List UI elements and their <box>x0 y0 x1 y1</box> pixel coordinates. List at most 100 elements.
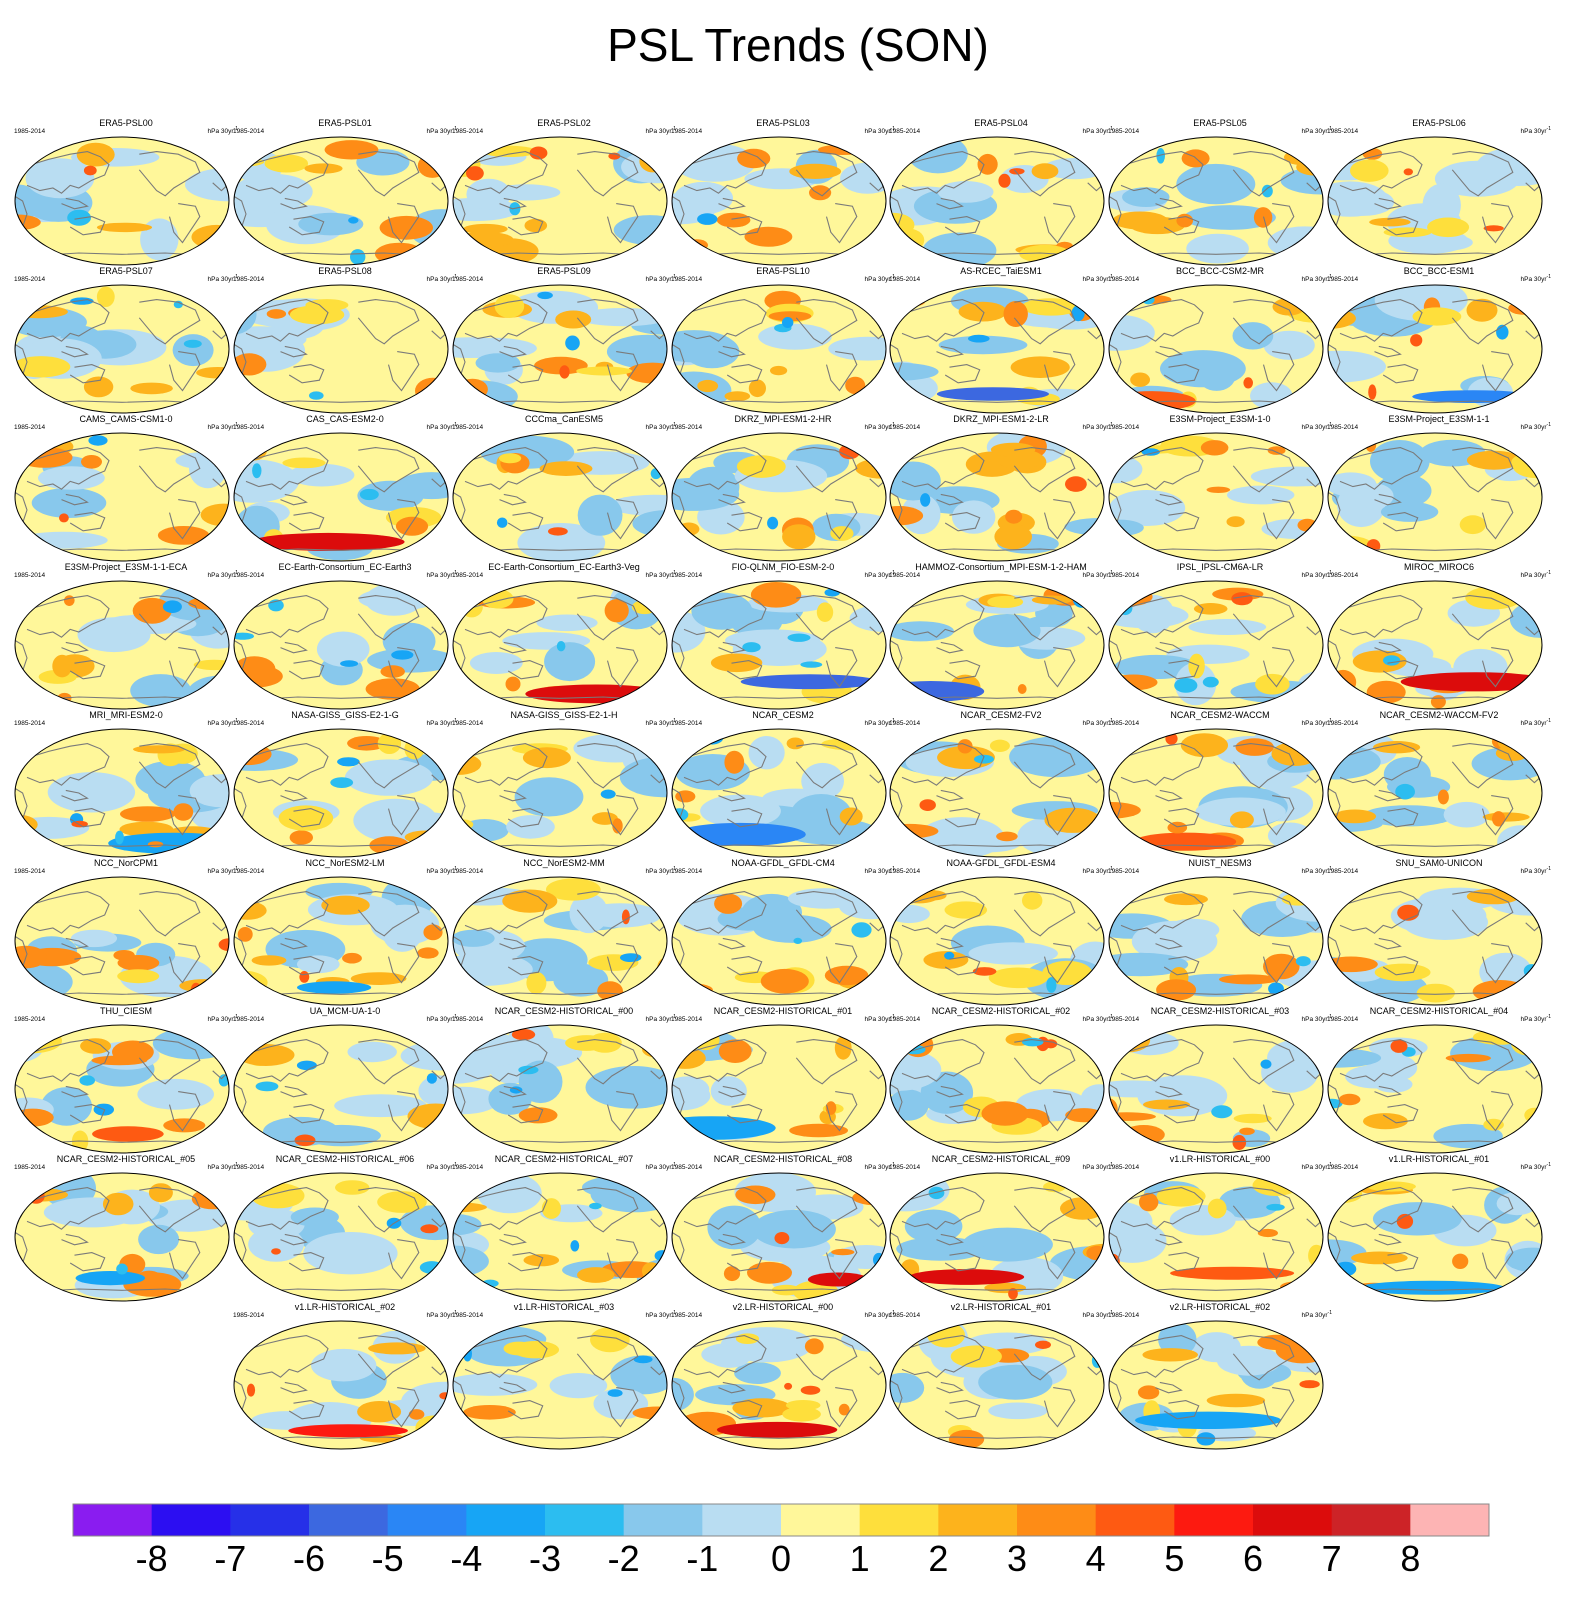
trend-positive-patch <box>1233 1113 1272 1124</box>
panel-units-exponent: -1 <box>233 422 238 428</box>
coastline <box>357 151 420 197</box>
trend-positive-patch <box>1164 893 1208 906</box>
panel-title: NASA-GISS_GISS-E2-1-G <box>291 710 399 720</box>
trend-positive-patch <box>264 154 309 173</box>
trend-positive-patch <box>1271 742 1319 766</box>
panel-period: 1985-2014 <box>14 128 46 135</box>
panel-units-text: hPa 30yr <box>645 868 672 876</box>
coastline <box>910 548 1084 553</box>
trend-negative-patch <box>477 1173 542 1214</box>
trend-core-patch <box>1174 678 1198 693</box>
trend-negative-patch <box>553 963 609 997</box>
page-title: PSL Trends (SON) <box>607 19 989 71</box>
trend-core-patch <box>920 493 931 507</box>
trend-negative-patch <box>1158 1322 1197 1357</box>
panel-title: NCC_NorCPM1 <box>93 858 158 868</box>
trend-core-patch <box>350 249 366 265</box>
coastline <box>1129 252 1303 257</box>
coastline <box>1481 499 1514 540</box>
trend-positive-patch <box>539 461 593 476</box>
panel-period: 1985-2014 <box>14 424 46 431</box>
trend-core-patch <box>309 391 324 400</box>
panel-period: 1985-2014 <box>14 868 46 875</box>
trend-core-patch <box>1109 544 1128 556</box>
coastline <box>825 1387 858 1428</box>
panel-units: hPa 30yr-1 <box>1302 126 1332 135</box>
panel-units-text: hPa 30yr <box>645 1164 672 1172</box>
coastline <box>35 696 209 701</box>
panel-units: hPa 30yr-1 <box>1302 274 1332 283</box>
coastline <box>692 992 866 997</box>
trend-map <box>233 432 449 562</box>
coastline <box>280 789 308 802</box>
map-panel: ERA5-PSL01 1985-2014 hPa 30yr-1 <box>233 118 457 268</box>
panel-period: 1985-2014 <box>233 276 265 283</box>
colorbar-swatch <box>1331 1504 1411 1536</box>
map-outline <box>14 1172 230 1302</box>
trend-map <box>1327 432 1543 562</box>
coastline <box>892 1187 985 1230</box>
coastline <box>825 943 858 984</box>
trend-positive-patch <box>1129 216 1185 235</box>
coastline <box>795 299 858 345</box>
map-outline <box>1327 1172 1543 1302</box>
map-outline <box>671 728 887 858</box>
panel-units: hPa 30yr-1 <box>427 1310 457 1319</box>
trend-positive-patch <box>234 353 267 376</box>
trend-negative-patch <box>453 1213 482 1236</box>
trend-positive-patch <box>816 602 834 622</box>
trend-positive-patch <box>950 1345 1002 1368</box>
coastline <box>61 1233 89 1246</box>
trend-positive-patch <box>350 972 407 985</box>
panel-units-text: hPa 30yr <box>1520 868 1547 876</box>
trend-positive-patch <box>1031 163 1059 180</box>
coastline <box>507 1104 544 1124</box>
trend-positive-patch <box>237 1044 295 1066</box>
trend-positive-patch <box>413 591 446 601</box>
trend-positive-patch <box>1374 963 1431 982</box>
trend-core-patch <box>67 209 91 226</box>
coastline <box>455 595 548 638</box>
trend-positive-patch <box>1109 1331 1143 1341</box>
panel-title: v1.LR-HISTORICAL_#02 <box>294 1302 396 1312</box>
map-outline <box>889 136 1105 266</box>
colorbar-swatch <box>1095 1504 1175 1536</box>
trend-core-patch <box>537 291 553 300</box>
coastline <box>35 992 209 997</box>
panel-period: 1985-2014 <box>1327 1016 1359 1023</box>
trend-positive-patch <box>196 1132 217 1142</box>
coastline <box>236 1187 329 1230</box>
panel-units-text: hPa 30yr <box>426 868 453 876</box>
trend-negative-patch <box>290 1207 339 1227</box>
coastline <box>825 203 858 244</box>
coastline <box>507 512 544 532</box>
coastline <box>254 400 428 405</box>
trend-positive-patch <box>209 242 229 265</box>
trend-positive-patch <box>179 979 229 993</box>
trend-core-patch <box>621 909 630 925</box>
map-outline <box>1108 1172 1324 1302</box>
coastline <box>1374 197 1402 210</box>
panel-title: NOAA-GFDL_GFDL-ESM4 <box>946 858 1056 868</box>
panel-period: 1985-2014 <box>671 868 703 875</box>
panel-units-text: hPa 30yr <box>1301 720 1328 728</box>
trend-negative-patch <box>576 307 667 327</box>
map-outline <box>1327 728 1543 858</box>
trend-negative-patch <box>137 1078 214 1110</box>
trend-positive-patch <box>1021 298 1081 316</box>
panel-units-exponent: -1 <box>890 1014 895 1020</box>
panel-title: DKRZ_MPI-ESM1-2-LR <box>953 414 1049 424</box>
panel-units-text: hPa 30yr <box>1301 1312 1328 1320</box>
coastline <box>795 891 858 937</box>
trend-positive-patch <box>357 1401 402 1423</box>
trend-core-patch <box>700 729 724 745</box>
trend-map <box>452 580 668 710</box>
map-panel: ERA5-PSL08 1985-2014 hPa 30yr-1 <box>233 266 457 416</box>
trend-positive-patch <box>760 968 809 994</box>
trend-map <box>1108 876 1324 1006</box>
panel-units-exponent: -1 <box>233 126 238 132</box>
coastline <box>1348 1140 1522 1145</box>
coastline <box>236 743 329 786</box>
trend-map <box>452 284 668 414</box>
trend-negative-patch <box>453 1086 499 1115</box>
